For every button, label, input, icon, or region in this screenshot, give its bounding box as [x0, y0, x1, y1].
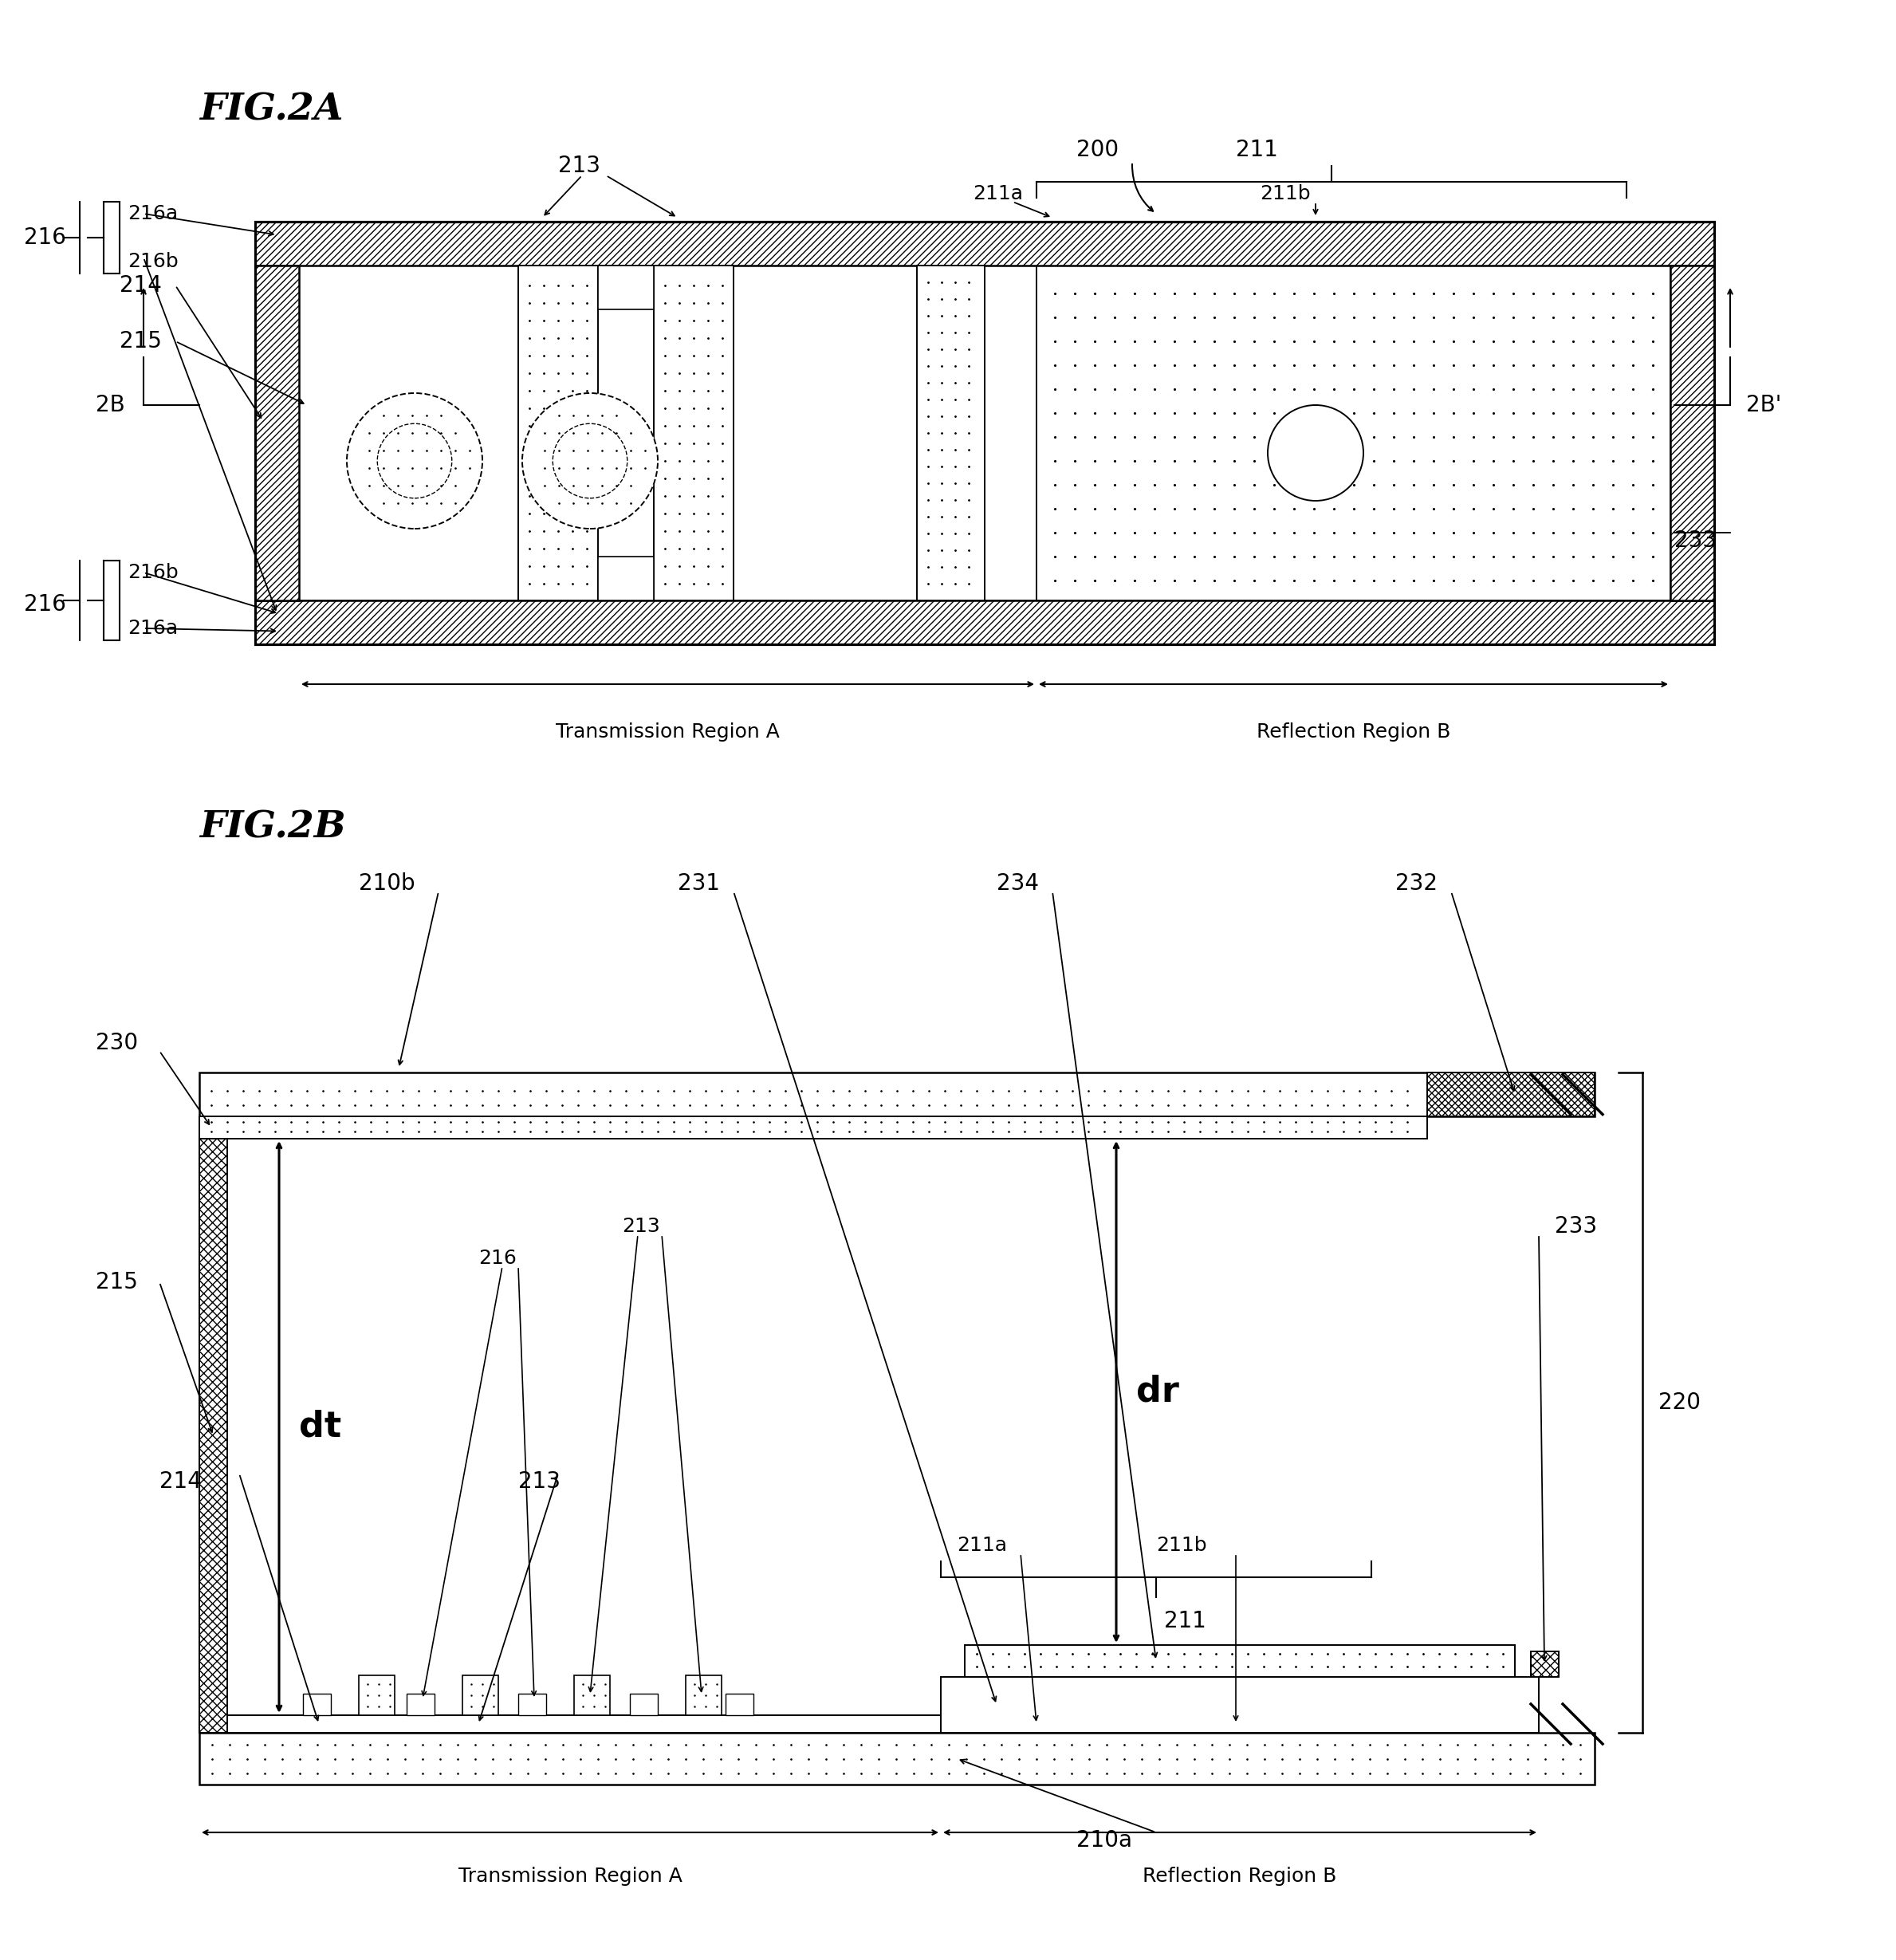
Text: Reflection Region B: Reflection Region B [1143, 1866, 1337, 1886]
Bar [629, 1693, 658, 1715]
Circle shape [1268, 406, 1363, 500]
Bar [1428, 1072, 1595, 1117]
Bar [574, 1676, 611, 1715]
Text: dr: dr [1136, 1374, 1179, 1409]
Bar [597, 265, 654, 310]
Text: 220: 220 [1659, 1392, 1701, 1413]
Text: 211: 211 [1164, 1609, 1206, 1633]
Bar [597, 557, 654, 600]
Text: 233: 233 [1555, 1215, 1596, 1237]
Bar [256, 600, 1714, 645]
Text: 216b: 216b [127, 563, 178, 582]
Text: 233: 233 [1674, 529, 1716, 553]
Text: 211a: 211a [973, 184, 1024, 204]
Bar [358, 1676, 394, 1715]
Text: 216a: 216a [127, 204, 178, 223]
Bar [965, 1644, 1515, 1678]
Bar [256, 221, 1714, 645]
Text: 214: 214 [159, 1470, 201, 1494]
Bar [199, 1139, 228, 1733]
Bar [199, 1117, 1428, 1139]
Text: 2B': 2B' [1746, 394, 1782, 416]
Text: 216a: 216a [127, 619, 178, 637]
Text: 216: 216 [25, 594, 66, 615]
Text: 230: 230 [95, 1031, 138, 1054]
Bar [518, 1693, 546, 1715]
Text: 2B: 2B [95, 394, 125, 416]
Text: 211b: 211b [1157, 1537, 1208, 1554]
Bar [1037, 265, 1670, 600]
Text: 210a: 210a [1077, 1829, 1132, 1852]
Text: 216b: 216b [127, 253, 178, 270]
Bar [199, 1733, 1595, 1784]
Bar [1670, 265, 1714, 600]
Text: 213: 213 [622, 1217, 660, 1237]
Text: FIG.2A: FIG.2A [199, 92, 343, 129]
Bar [940, 1678, 1540, 1733]
Text: Transmission Region A: Transmission Region A [556, 723, 779, 741]
Circle shape [347, 394, 482, 529]
Text: Transmission Region A: Transmission Region A [459, 1866, 683, 1886]
Text: 211b: 211b [1259, 184, 1310, 204]
Bar [256, 221, 1714, 265]
Bar [199, 1072, 1595, 1117]
Bar [406, 1693, 434, 1715]
Text: 214: 214 [119, 274, 161, 296]
Bar [518, 265, 597, 600]
Circle shape [521, 394, 658, 529]
Text: 210b: 210b [358, 872, 415, 894]
Bar [918, 265, 984, 600]
Text: 216: 216 [478, 1249, 516, 1268]
Text: 211a: 211a [957, 1537, 1007, 1554]
Bar [686, 1676, 722, 1715]
Text: 213: 213 [518, 1470, 561, 1494]
Bar [1530, 1652, 1559, 1678]
Text: Reflection Region B: Reflection Region B [1257, 723, 1450, 741]
Text: 215: 215 [119, 329, 161, 353]
Bar [726, 1693, 753, 1715]
Text: 215: 215 [95, 1270, 138, 1294]
Text: FIG.2B: FIG.2B [199, 809, 345, 847]
Text: 211: 211 [1236, 139, 1278, 161]
Bar [256, 265, 300, 600]
Bar [463, 1676, 499, 1715]
Bar [300, 265, 1037, 600]
Text: 232: 232 [1395, 872, 1437, 894]
Text: 234: 234 [997, 872, 1039, 894]
Text: 213: 213 [557, 155, 601, 176]
Bar [199, 1715, 1117, 1733]
Text: dt: dt [300, 1409, 341, 1445]
Text: 231: 231 [677, 872, 720, 894]
Text: 200: 200 [1077, 139, 1119, 161]
Text: 216: 216 [25, 227, 66, 249]
Bar [654, 265, 734, 600]
Bar [303, 1693, 332, 1715]
